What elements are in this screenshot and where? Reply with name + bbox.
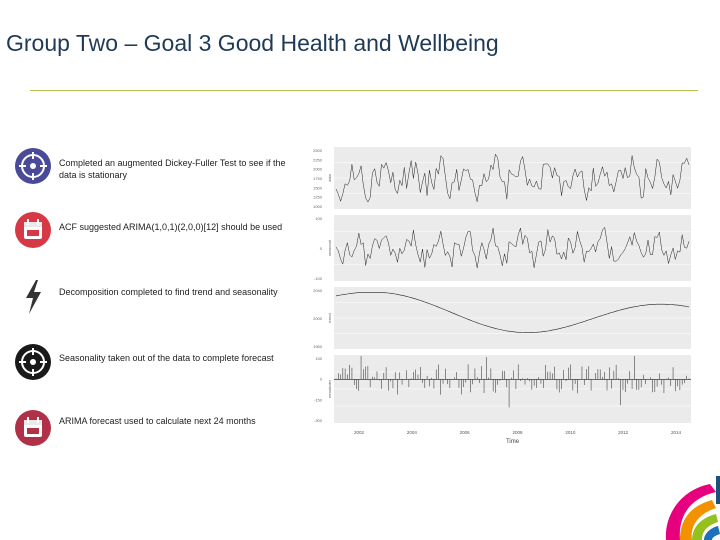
panel-ylabel: data	[327, 173, 332, 182]
panel-ylabel: trend	[327, 313, 332, 322]
step-1: Completed an augmented Dickey-Fuller Tes…	[10, 140, 295, 194]
y-tick-label: -100	[314, 276, 323, 281]
x-axis-label: Time	[506, 439, 520, 445]
y-tick-label: 1500	[313, 185, 323, 190]
x-tick-label: 2014	[671, 430, 682, 435]
step-2: ACF suggested ARIMA(1,0,1)(2,0,0)[12] sh…	[10, 204, 295, 258]
series-line	[335, 153, 690, 203]
step-5: ARIMA forecast used to calculate next 24…	[10, 402, 295, 456]
x-tick-label: 2006	[460, 430, 471, 435]
step-text: Decomposition completed to find trend an…	[59, 287, 278, 297]
y-tick-label: 2500	[313, 148, 323, 153]
calendar-icon	[15, 212, 51, 248]
y-tick-label: 1250	[313, 195, 323, 200]
crosshair-icon	[15, 148, 51, 184]
y-tick-label: 0	[320, 377, 323, 382]
step-text: ARIMA forecast used to calculate next 24…	[59, 416, 256, 426]
slide-title: Group Two – Goal 3 Good Health and Wellb…	[6, 30, 499, 56]
panel-ylabel: seasonal	[327, 240, 332, 256]
y-tick-label: -300	[314, 418, 323, 423]
x-tick-label: 2004	[407, 430, 418, 435]
organisation-logo	[665, 476, 720, 540]
y-tick-label: 1960	[313, 344, 323, 349]
y-tick-label: 2040	[313, 288, 323, 293]
step-4: Seasonality taken out of the data to com…	[10, 336, 295, 390]
trend-line	[335, 292, 690, 333]
y-tick-label: 2000	[313, 316, 323, 321]
crosshair-icon	[15, 344, 51, 380]
x-tick-label: 2012	[618, 430, 629, 435]
series-line	[335, 226, 690, 269]
y-tick-label: 1000	[313, 204, 323, 209]
step-text: Completed an augmented Dickey-Fuller Tes…	[59, 158, 286, 180]
y-tick-label: 2000	[313, 167, 323, 172]
step-text: ACF suggested ARIMA(1,0,1)(2,0,0)[12] sh…	[59, 222, 283, 232]
calendar-icon	[15, 410, 51, 446]
y-tick-label: 0	[320, 246, 323, 251]
decomposition-chart: 2500225020001750150012501000data1000-100…	[313, 147, 691, 445]
x-tick-label: 2008	[512, 430, 523, 435]
y-tick-label: -150	[314, 397, 323, 402]
step-3: Decomposition completed to find trend an…	[10, 270, 295, 324]
step-text: Seasonality taken out of the data to com…	[59, 353, 274, 363]
y-tick-label: 2250	[313, 157, 323, 162]
title-divider	[30, 90, 698, 91]
panel-ylabel: remainder	[327, 379, 332, 398]
lightning-icon	[26, 280, 41, 314]
x-tick-label: 2010	[565, 430, 576, 435]
y-tick-label: 1750	[313, 176, 323, 181]
y-tick-label: 100	[315, 216, 322, 221]
y-tick-label: 150	[315, 356, 322, 361]
x-tick-label: 2002	[354, 430, 365, 435]
